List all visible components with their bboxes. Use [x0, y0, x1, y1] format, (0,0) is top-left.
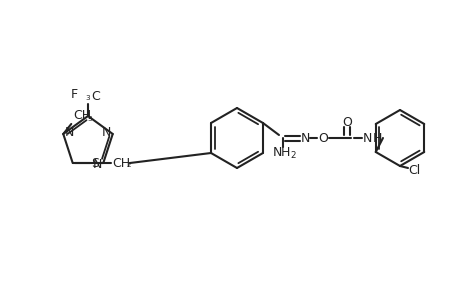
Text: NH$_2$: NH$_2$: [272, 146, 297, 160]
Text: C: C: [91, 90, 100, 103]
Text: S: S: [90, 157, 99, 169]
Text: CH: CH: [73, 109, 91, 122]
Text: N: N: [92, 158, 102, 170]
Text: Cl: Cl: [407, 164, 419, 176]
Text: N: N: [362, 131, 371, 145]
Text: $_3$: $_3$: [87, 114, 93, 124]
Text: N: N: [64, 127, 74, 140]
Text: O: O: [317, 131, 327, 145]
Text: $_2$: $_2$: [125, 160, 131, 170]
Text: $_3$: $_3$: [85, 93, 91, 103]
Text: F: F: [71, 88, 78, 101]
Text: N: N: [102, 127, 111, 140]
Text: H: H: [371, 131, 381, 145]
Text: N: N: [300, 131, 309, 145]
Text: CH: CH: [112, 157, 130, 169]
Text: O: O: [341, 116, 351, 128]
